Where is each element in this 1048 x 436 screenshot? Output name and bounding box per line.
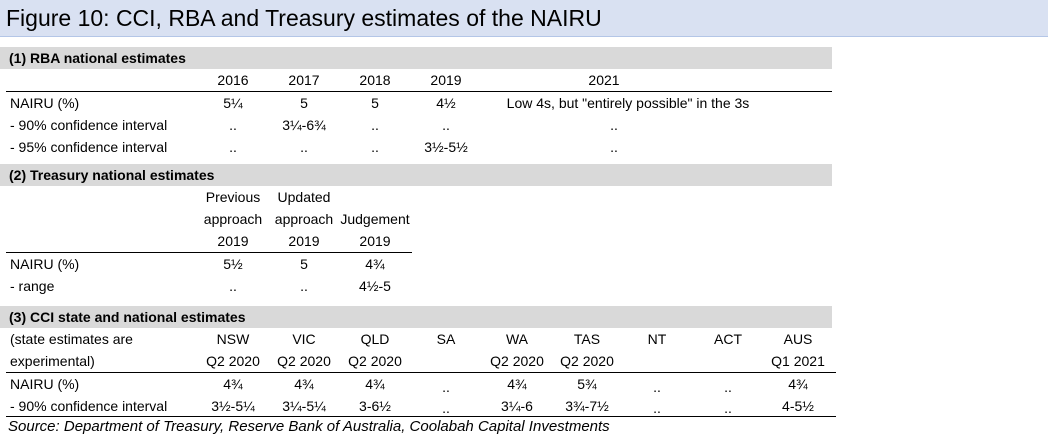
col-header-line1: Previous	[205, 189, 261, 205]
table-cell: ..	[442, 379, 450, 395]
col-header-nt: NT	[647, 331, 667, 347]
col-header-period: Q2 2020	[206, 353, 260, 369]
table-cell: 4-5½	[782, 398, 814, 414]
table-cell: 3½-5¼	[211, 398, 255, 414]
col-header-wa: WA	[505, 331, 529, 347]
table-cell: 5½	[223, 256, 243, 272]
table-cell: ..	[610, 117, 618, 133]
table-cell: ..	[442, 117, 450, 133]
table-cell: 4½-5	[359, 278, 391, 294]
table-cell: 4¾	[365, 376, 385, 392]
note-line: experimental)	[10, 353, 95, 369]
table-cell: 3¼-6¾	[282, 117, 326, 133]
table-cell: 5	[371, 95, 379, 111]
col-header-2016: 2016	[217, 72, 249, 88]
table-cell: Low 4s, but "entirely possible" in the 3…	[506, 95, 750, 111]
table-cell: ..	[724, 379, 732, 395]
source-note: Source: Department of Treasury, Reserve …	[8, 418, 610, 435]
section-header-cci: (3) CCI state and national estimates	[0, 306, 832, 328]
table-cell: 4½	[436, 95, 456, 111]
col-header-2021: 2021	[588, 72, 620, 88]
table-cell: ..	[442, 400, 450, 416]
table-cell: 4¾	[365, 256, 385, 272]
table-cell: 4¾	[223, 376, 243, 392]
row-label: - range	[10, 278, 55, 294]
col-header-period: Q2 2020	[490, 353, 544, 369]
col-header-qld: QLD	[360, 331, 390, 347]
col-header-period: Q2 2020	[560, 353, 614, 369]
col-header-act: ACT	[714, 331, 742, 347]
row-label: - 95% confidence interval	[10, 139, 168, 155]
col-header-2018: 2018	[359, 72, 391, 88]
row-label: - 90% confidence interval	[10, 117, 168, 133]
col-header-period: Q1 2021	[771, 353, 825, 369]
bottom-rule	[6, 416, 836, 417]
table-cell: ..	[229, 117, 237, 133]
table-cell: ..	[653, 400, 661, 416]
table-cell: 3-6½	[359, 398, 391, 414]
col-header-2017: 2017	[288, 72, 320, 88]
table-cell: 3¾-7½	[565, 398, 609, 414]
table-cell: ..	[229, 139, 237, 155]
col-header-aus: AUS	[783, 331, 813, 347]
row-label: NAIRU (%)	[10, 256, 80, 272]
table-cell: ..	[610, 139, 618, 155]
col-header-line2: Judgement	[340, 211, 410, 227]
col-header-line2: approach	[203, 211, 263, 227]
table-cell: 5¼	[223, 95, 243, 111]
section-title: (3) CCI state and national estimates	[9, 309, 246, 325]
figure-title-bar: Figure 10: CCI, RBA and Treasury estimat…	[0, 0, 1048, 37]
table-cell: 3¼-6	[501, 398, 533, 414]
table-cell: 4¾	[788, 376, 808, 392]
section-title: (2) Treasury national estimates	[9, 167, 215, 183]
col-header-year: 2019	[217, 233, 249, 249]
col-header-line1: Updated	[277, 189, 331, 205]
section-title: (1) RBA national estimates	[9, 50, 186, 66]
col-header-tas: TAS	[573, 331, 601, 347]
header-rule	[6, 252, 412, 253]
col-header-year: 2019	[288, 233, 320, 249]
table-cell: ..	[300, 278, 308, 294]
col-header-nsw: NSW	[216, 331, 250, 347]
figure-title: Figure 10: CCI, RBA and Treasury estimat…	[6, 5, 602, 31]
table-cell: 5	[300, 95, 308, 111]
table-cell: 3¼-5¼	[282, 398, 326, 414]
table-cell: 5¾	[577, 376, 597, 392]
table-cell: ..	[371, 139, 379, 155]
table-cell: ..	[300, 139, 308, 155]
table-cell: 5	[300, 256, 308, 272]
section-header-rba: (1) RBA national estimates	[0, 47, 832, 69]
col-header-period: Q2 2020	[348, 353, 402, 369]
table-cell: 4¾	[294, 376, 314, 392]
row-label: - 90% confidence interval	[10, 398, 168, 414]
table-cell: ..	[229, 278, 237, 294]
row-label: NAIRU (%)	[10, 376, 80, 392]
header-rule	[6, 91, 832, 92]
note-line: (state estimates are	[10, 331, 133, 347]
header-rule	[6, 372, 836, 373]
col-header-sa: SA	[436, 331, 456, 347]
table-cell: 3½-5½	[424, 139, 468, 155]
col-header-year: 2019	[359, 233, 391, 249]
section-header-treasury: (2) Treasury national estimates	[0, 164, 832, 186]
col-header-2019: 2019	[430, 72, 462, 88]
table-cell: ..	[724, 400, 732, 416]
table-cell: ..	[371, 117, 379, 133]
col-header-vic: VIC	[292, 331, 316, 347]
table-cell: 4¾	[507, 376, 527, 392]
col-header-period: Q2 2020	[277, 353, 331, 369]
table-cell: ..	[653, 379, 661, 395]
row-label: NAIRU (%)	[10, 95, 80, 111]
col-header-line2: approach	[274, 211, 334, 227]
